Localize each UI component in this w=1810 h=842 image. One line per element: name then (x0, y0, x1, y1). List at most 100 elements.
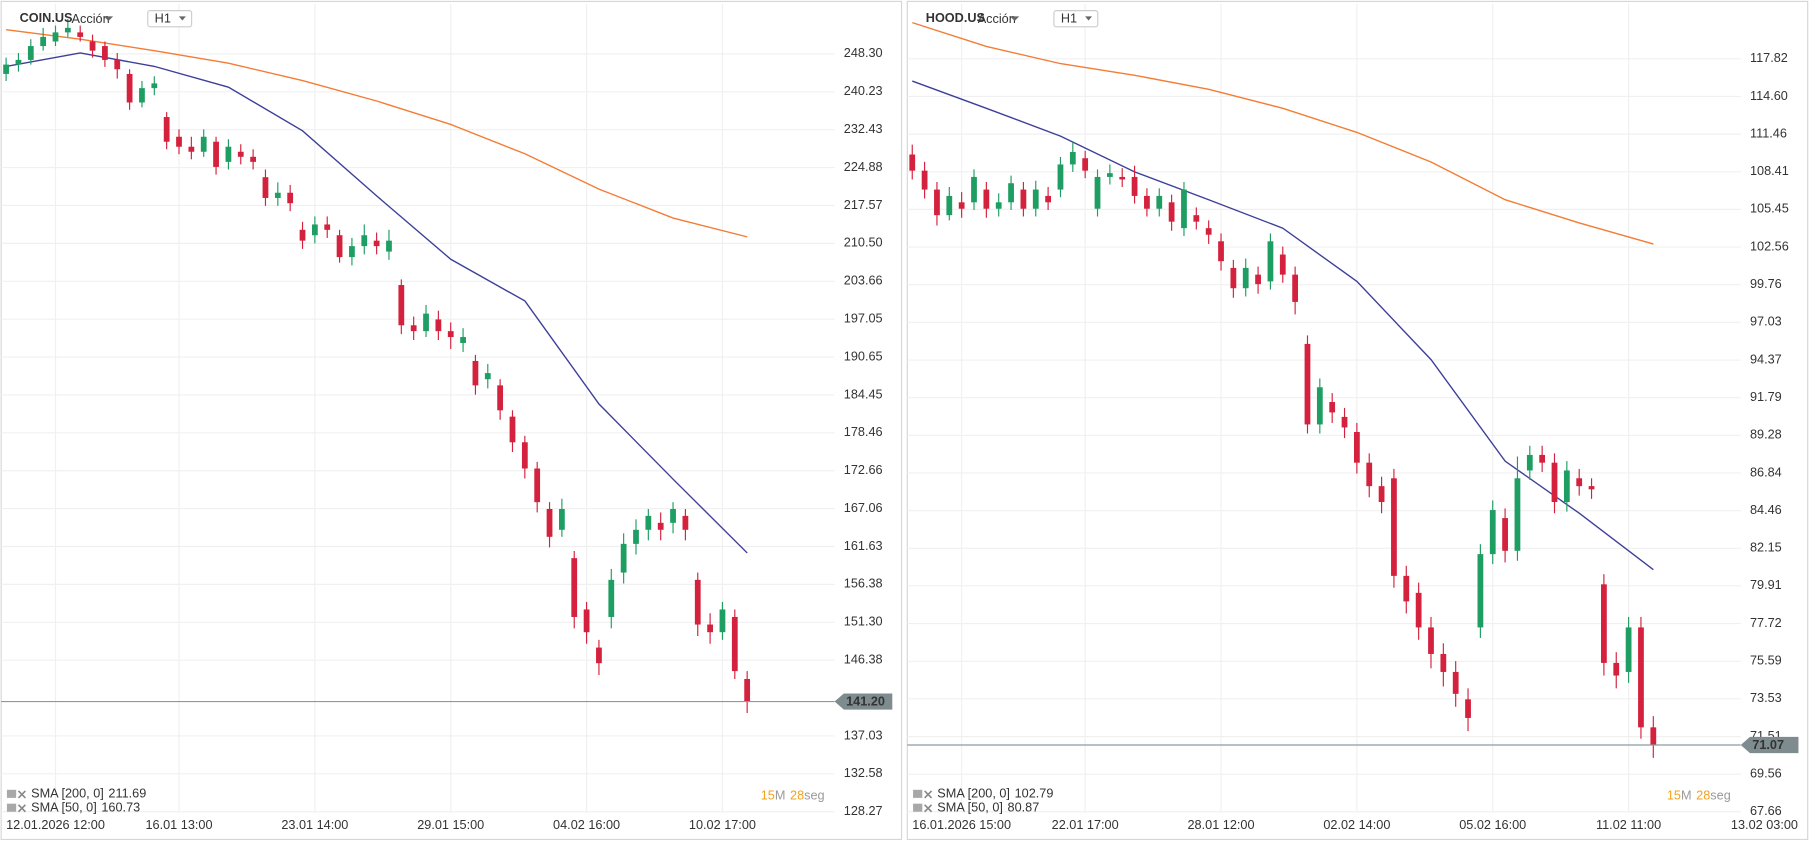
candle-body (250, 156, 256, 162)
candle-body (971, 176, 977, 203)
y-tick-label: 156.38 (844, 577, 883, 591)
x-tick-label: 10.02 17:00 (689, 818, 756, 832)
candle-body (262, 177, 269, 198)
y-tick-label: 178.46 (844, 425, 883, 439)
y-tick-label: 77.72 (1750, 616, 1782, 630)
candle-body (139, 88, 145, 103)
legend-value: 211.69 (108, 787, 146, 801)
candle-body (40, 36, 47, 47)
candle-body (15, 59, 22, 65)
candle-body (958, 202, 965, 209)
candle-body (1551, 462, 1558, 503)
candle-body (423, 313, 429, 332)
last-price-tag (834, 693, 893, 710)
y-tick-label: 82.15 (1750, 541, 1782, 555)
countdown-seconds: 28 (1696, 789, 1710, 803)
y-tick-label: 99.76 (1750, 277, 1782, 291)
candle-body (1539, 454, 1546, 463)
candle-body (1008, 183, 1014, 203)
countdown-minutes: 15 (761, 789, 775, 803)
candle-body (744, 679, 751, 702)
candle-body (571, 558, 578, 617)
legend-entry: SMA [50, 0] 160.73 (31, 801, 140, 815)
legend-remove[interactable] (924, 790, 933, 799)
candle-body (1144, 195, 1150, 209)
candle-body (509, 416, 516, 443)
countdown-unit: M (775, 789, 786, 803)
x-tick-label: 05.02 16:00 (1459, 818, 1526, 832)
x-tick-label: 22.01 17:00 (1052, 818, 1119, 832)
candle-body (1255, 274, 1261, 285)
legend-name: SMA [200, 0] (31, 787, 104, 801)
candle-body (1193, 215, 1200, 222)
dropdown-arrow[interactable] (103, 16, 114, 22)
y-tick-label: 73.53 (1750, 691, 1782, 705)
candle-body (1353, 431, 1360, 463)
candle-body (546, 508, 553, 537)
y-tick-label: 89.28 (1750, 428, 1782, 442)
candle-body (1156, 195, 1163, 209)
y-tick-label: 69.56 (1750, 767, 1782, 781)
sma-line (6, 28, 748, 238)
legend-entry: SMA [200, 0] 102.79 (937, 787, 1053, 801)
candle-body (447, 331, 454, 338)
candle-body (64, 27, 71, 33)
candle-body (27, 46, 34, 60)
candle-body (460, 337, 466, 343)
candle-body (1613, 662, 1620, 676)
y-tick-label: 97.03 (1750, 315, 1782, 329)
timeframe-box[interactable] (1053, 10, 1099, 28)
y-tick-label: 151.30 (844, 615, 883, 629)
y-tick-label: 117.82 (1750, 51, 1788, 65)
symbol[interactable]: HOOD.US (926, 11, 985, 25)
legend-remove[interactable] (17, 790, 26, 799)
candle-body (1304, 343, 1311, 425)
candle-body (1168, 202, 1175, 222)
y-tick-label: 197.05 (844, 312, 883, 326)
y-tick-label: 94.37 (1750, 352, 1782, 366)
x-tick-label: 16.01.2026 15:00 (912, 818, 1011, 832)
candle-body (534, 468, 541, 503)
candle-body (559, 508, 565, 530)
candle-body (114, 59, 121, 70)
candle-body (670, 508, 676, 523)
candle-body (484, 373, 491, 380)
candle-body (1230, 267, 1237, 289)
legend-icon[interactable] (6, 789, 17, 798)
dropdown-arrow[interactable] (1010, 16, 1020, 22)
candle-body (1341, 416, 1348, 428)
candle-body (707, 624, 713, 633)
legend-remove[interactable] (924, 804, 933, 813)
candle-body (1601, 584, 1607, 663)
candle-body (1242, 267, 1249, 289)
candle-body (682, 515, 689, 530)
candle-body (1514, 478, 1521, 551)
candle-body (497, 385, 504, 411)
candle-body (1057, 164, 1064, 190)
candle-body (1292, 274, 1299, 302)
x-tick-label: 23.01 14:00 (281, 818, 348, 832)
candle-body (274, 192, 281, 198)
candle-body (1588, 486, 1595, 490)
candle-body (608, 579, 615, 617)
legend-value: 102.79 (1015, 787, 1054, 801)
panel-frame (0, 0, 903, 841)
y-tick-label: 105.45 (1750, 202, 1789, 216)
candle-body (1366, 462, 1373, 487)
legend-icon[interactable] (6, 803, 17, 812)
y-tick-label: 86.84 (1750, 465, 1782, 479)
countdown: 15M 28seg (1667, 789, 1731, 803)
symbol[interactable]: COIN.US (20, 11, 73, 25)
x-tick-label: 04.02 16:00 (553, 818, 620, 832)
candle-body (1489, 510, 1496, 555)
y-tick-label: 224.88 (844, 160, 883, 174)
candle-body (1378, 486, 1385, 503)
legend-remove[interactable] (17, 804, 26, 813)
y-tick-label: 79.91 (1750, 578, 1782, 592)
candle-body (472, 360, 479, 386)
legend-icon[interactable] (913, 789, 923, 798)
candle-body (1279, 254, 1286, 275)
candle-body (657, 522, 664, 530)
timeframe-box[interactable] (147, 10, 193, 28)
legend-icon[interactable] (913, 803, 923, 812)
